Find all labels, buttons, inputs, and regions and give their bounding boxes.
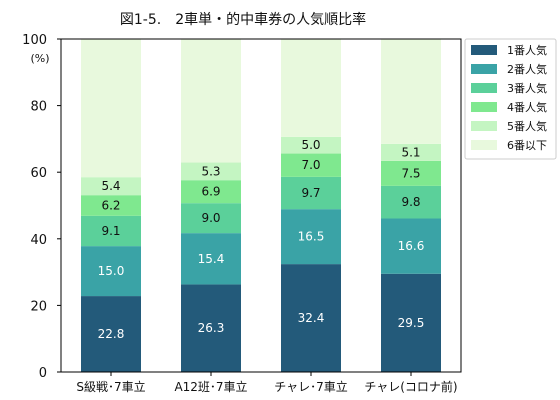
data-label: 6.2 <box>101 199 120 213</box>
data-label: 7.0 <box>301 158 320 172</box>
data-label: 5.4 <box>101 179 120 193</box>
data-label: 5.3 <box>201 164 220 178</box>
data-label: 5.1 <box>401 145 420 159</box>
y-tick-label: 60 <box>30 166 47 181</box>
data-label: 7.5 <box>401 166 420 180</box>
x-tick-label: S級戦･7車立 <box>76 379 145 394</box>
data-label: 15.4 <box>198 252 225 266</box>
data-label: 29.5 <box>398 316 425 330</box>
data-label: 16.6 <box>398 239 425 253</box>
x-tick-label: チャレ･7車立 <box>274 379 348 394</box>
legend-label: 2番人気 <box>507 62 547 76</box>
chart-title: 図1-5. 2車単・的中車券の人気順比率 <box>120 11 366 28</box>
bar-segment <box>381 218 441 274</box>
bar-segment <box>281 264 341 372</box>
bar-segment <box>181 284 241 372</box>
data-label: 22.8 <box>98 327 125 341</box>
data-label: 16.5 <box>298 230 325 244</box>
legend-label: 6番以下 <box>507 139 547 152</box>
bar-segment <box>181 162 241 181</box>
data-label: 9.7 <box>301 186 320 200</box>
bar-segment <box>81 177 141 196</box>
legend-label: 5番人気 <box>507 119 547 133</box>
legend-label: 3番人気 <box>507 81 547 95</box>
bar-segment <box>181 203 241 234</box>
y-axis-unit: (%) <box>30 52 49 65</box>
legend-swatch <box>471 64 497 74</box>
y-tick-label: 0 <box>39 366 47 381</box>
data-label: 32.4 <box>298 311 325 325</box>
bar-segment <box>181 180 241 204</box>
bar-segment <box>281 176 341 210</box>
bar-segment <box>181 39 241 163</box>
legend-label: 1番人気 <box>507 43 547 57</box>
y-tick-label: 80 <box>30 100 47 115</box>
legend-swatch <box>471 83 497 93</box>
bar-segment <box>81 246 141 297</box>
plot-frame <box>60 38 462 373</box>
bar-segment <box>281 39 341 137</box>
y-tick-label: 40 <box>30 233 47 248</box>
legend-swatch <box>471 102 497 112</box>
bar-segment <box>281 136 341 154</box>
bar-segment <box>381 185 441 219</box>
bar-segment <box>181 233 241 285</box>
y-tick-label: 20 <box>30 299 47 314</box>
data-label: 5.0 <box>301 138 320 152</box>
bar-segment <box>81 296 141 372</box>
bar-segment <box>281 153 341 177</box>
data-label: 26.3 <box>198 321 225 335</box>
bar-segment <box>81 39 141 178</box>
data-label: 15.0 <box>98 264 125 278</box>
legend: 1番人気 2番人気 3番人気 4番人気 5番人気 6番以下 <box>464 38 557 160</box>
axes-group: S級戦･7車立 A12班･7車立 チャレ･7車立 チャレ(コロナ前) 0 20 40 60 80… <box>22 33 462 394</box>
x-tick-label: A12班･7車立 <box>174 379 247 394</box>
bar-segment <box>381 160 441 186</box>
data-label: 9.8 <box>401 195 420 209</box>
legend-swatch <box>471 121 497 131</box>
bars-group <box>81 39 441 372</box>
bar-segment <box>281 209 341 265</box>
y-tick-label: 100 <box>22 33 47 48</box>
legend-swatch <box>471 140 497 150</box>
data-labels-group: 22.8 15.0 9.1 6.2 5.4 26.3 15.4 9.0 6.9 5.3 32.4 16… <box>98 138 425 341</box>
data-label: 6.9 <box>201 185 220 199</box>
bar-segment <box>81 215 141 247</box>
data-label: 9.0 <box>201 211 220 225</box>
data-label: 9.1 <box>101 224 120 238</box>
bar-segment <box>81 195 141 216</box>
bar-segment <box>381 273 441 372</box>
x-tick-label: チャレ(コロナ前) <box>364 379 457 394</box>
legend-label: 4番人気 <box>507 100 547 114</box>
legend-swatch <box>471 45 497 55</box>
bar-segment <box>381 143 441 161</box>
bar-segment <box>381 39 441 144</box>
